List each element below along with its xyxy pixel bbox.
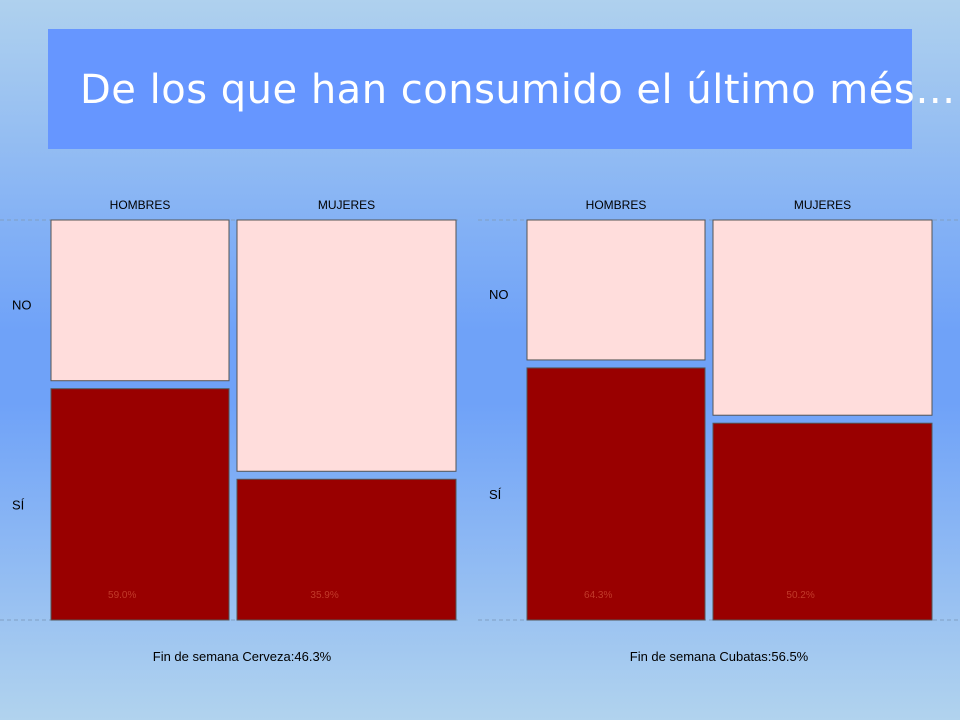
- si-block: [712, 422, 933, 621]
- chart-title: Fin de semana Cubatas:56.5%: [630, 649, 809, 664]
- column-header-hombres: HOMBRES: [586, 198, 647, 212]
- si-percent-label: 59.0%: [108, 590, 136, 601]
- no-block: [236, 219, 457, 472]
- si-block: [236, 478, 457, 621]
- si-percent-label: 35.9%: [310, 590, 338, 601]
- row-label-no: NO: [12, 297, 32, 312]
- mosaic-charts-svg: HOMBRES 59.0% MUJERES 35.9% NO SÍ Fin de seman…: [0, 198, 960, 664]
- si-block: [50, 388, 230, 621]
- si-percent-label: 50.2%: [786, 590, 814, 601]
- column-header-mujeres: MUJERES: [318, 198, 375, 212]
- si-block: [526, 367, 706, 621]
- si-percent-label: 64.3%: [584, 590, 612, 601]
- no-block: [526, 219, 706, 361]
- row-label-si: SÍ: [489, 487, 502, 502]
- chart-title: Fin de semana Cerveza:46.3%: [153, 649, 332, 664]
- title-banner: De los que han consumido el último més…: [48, 29, 955, 149]
- column-header-mujeres: MUJERES: [794, 198, 851, 212]
- no-block: [712, 219, 933, 416]
- no-block: [50, 219, 230, 382]
- row-label-no: NO: [489, 287, 509, 302]
- column-header-hombres: HOMBRES: [110, 198, 171, 212]
- charts-area: HOMBRES 59.0% MUJERES 35.9% NO SÍ Fin de seman…: [0, 160, 960, 720]
- row-label-si: SÍ: [12, 497, 25, 512]
- slide-title: De los que han consumido el último més…: [80, 67, 956, 113]
